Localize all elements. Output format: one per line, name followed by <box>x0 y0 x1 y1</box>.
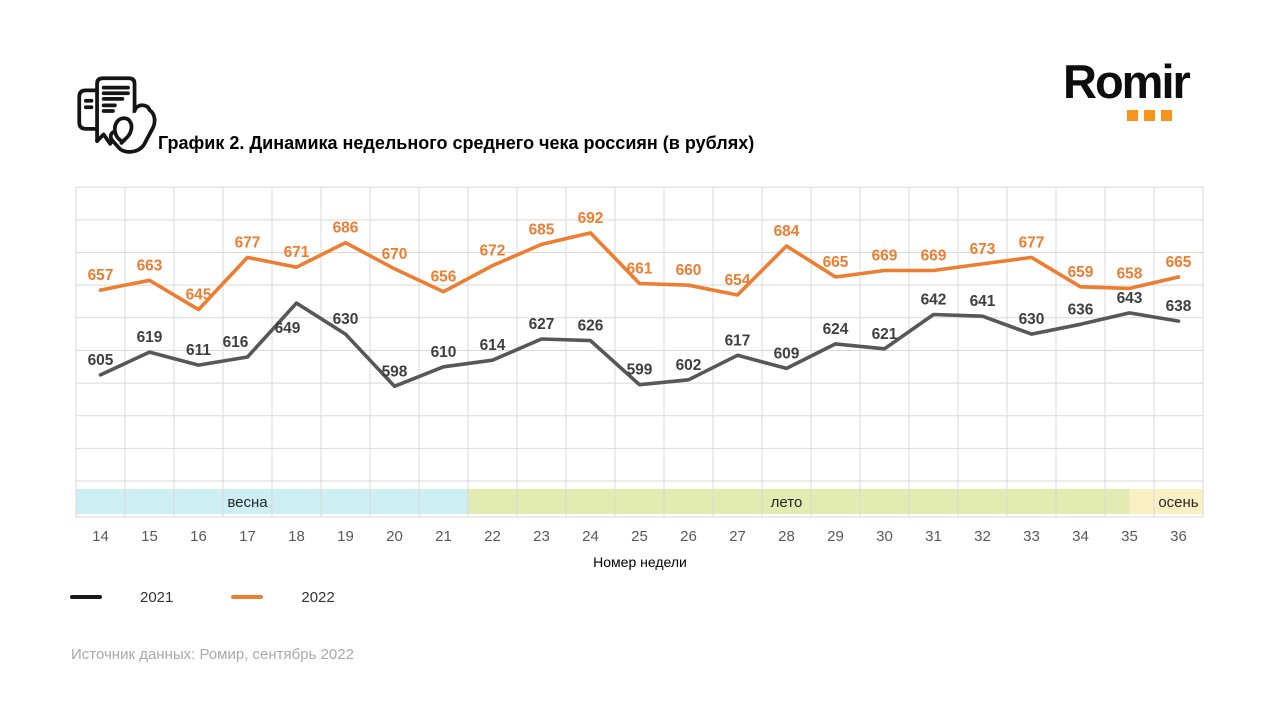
back-receipt <box>77 88 98 131</box>
x-axis-title: Номер недели <box>593 554 687 570</box>
data-label-2022: 669 <box>872 248 898 265</box>
data-label-2021: 627 <box>529 316 555 333</box>
data-label-2022: 660 <box>676 262 702 279</box>
chart-title: График 2. Динамика недельного среднего ч… <box>158 133 755 153</box>
x-tick-label: 20 <box>386 528 403 545</box>
romir-logo-dots-icon <box>1127 110 1172 121</box>
data-label-2021: 598 <box>382 363 408 380</box>
x-tick-label: 23 <box>533 528 550 545</box>
receipt-body <box>95 76 137 143</box>
data-label-2022: 671 <box>284 244 310 261</box>
data-label-2022: 656 <box>431 269 457 286</box>
x-tick-label: 24 <box>582 528 599 545</box>
x-tick-label: 33 <box>1023 528 1040 545</box>
data-label-2022: 677 <box>1019 234 1045 251</box>
romir-logo: Romir <box>1063 58 1223 128</box>
data-label-2022: 669 <box>921 248 947 265</box>
data-label-2021: 638 <box>1166 298 1192 315</box>
x-tick-label: 28 <box>778 528 795 545</box>
x-tick-label: 19 <box>337 528 354 545</box>
data-label-2022: 659 <box>1068 264 1094 281</box>
hand-thumb <box>112 116 134 145</box>
back-receipt-line <box>83 98 94 110</box>
x-tick-label: 18 <box>288 528 305 545</box>
x-tick-label: 14 <box>92 528 109 545</box>
data-label-2021: 619 <box>137 329 163 346</box>
data-label-2021: 641 <box>970 293 996 310</box>
x-tick-label: 25 <box>631 528 648 545</box>
x-tick-label: 31 <box>925 528 942 545</box>
data-label-2022: 670 <box>382 246 408 263</box>
season-band-label: осень <box>1158 494 1198 511</box>
data-label-2022: 686 <box>333 220 359 237</box>
data-label-2021: 602 <box>676 357 702 374</box>
x-tick-label: 32 <box>974 528 991 545</box>
data-label-2022: 684 <box>774 223 800 240</box>
legend-label-2021: 2021 <box>140 588 174 606</box>
season-band-label: весна <box>227 494 268 511</box>
data-label-2022: 673 <box>970 241 996 258</box>
x-tick-label: 27 <box>729 528 746 545</box>
data-label-2022: 665 <box>823 254 849 271</box>
x-tick-label: 16 <box>190 528 207 545</box>
season-band-label: лето <box>771 494 803 511</box>
data-label-2022: 672 <box>480 243 506 260</box>
data-label-2022: 665 <box>1166 254 1192 271</box>
data-label-2021: 605 <box>88 352 114 369</box>
data-label-2022: 654 <box>725 272 751 289</box>
data-label-2021: 609 <box>774 345 800 362</box>
data-label-2021: 643 <box>1117 290 1143 307</box>
data-label-2021: 599 <box>627 362 653 379</box>
data-label-2022: 692 <box>578 210 604 227</box>
legend-swatch-2022 <box>231 595 264 599</box>
data-label-2022: 661 <box>627 261 653 278</box>
receipt-text-lines <box>101 85 130 113</box>
legend-swatch-2021 <box>70 595 102 599</box>
data-label-2021: 626 <box>578 318 604 335</box>
data-label-2021: 642 <box>921 292 947 309</box>
data-label-2021: 621 <box>872 326 898 343</box>
data-label-2021: 630 <box>1019 311 1045 328</box>
data-label-2021: 636 <box>1068 301 1094 318</box>
data-label-2021: 624 <box>823 321 849 338</box>
x-tick-label: 34 <box>1072 528 1089 545</box>
data-label-2021: 617 <box>725 332 751 349</box>
romir-logo-text: Romir <box>1063 55 1191 108</box>
data-label-2021: 611 <box>186 342 211 359</box>
series-line-2021 <box>98 301 1181 389</box>
x-tick-label: 22 <box>484 528 501 545</box>
data-label-2022: 658 <box>1117 265 1143 282</box>
data-label-2022: 677 <box>235 234 261 251</box>
chart-legend: 2021 2022 <box>70 587 335 607</box>
x-tick-label: 17 <box>239 528 256 545</box>
receipt-in-hand-icon <box>77 76 157 154</box>
data-label-2021: 610 <box>431 344 457 361</box>
season-band-лето <box>468 489 1130 514</box>
data-label-2021: 649 <box>275 320 301 337</box>
data-label-2021: 614 <box>480 337 506 354</box>
data-label-2022: 685 <box>529 221 555 238</box>
x-tick-label: 35 <box>1121 528 1138 545</box>
data-label-2021: 630 <box>333 311 359 328</box>
data-label-2022: 663 <box>137 257 163 274</box>
x-tick-label: 29 <box>827 528 844 545</box>
x-tick-label: 26 <box>680 528 697 545</box>
data-label-2022: 657 <box>88 267 114 284</box>
legend-item-2022: 2022 <box>231 587 335 607</box>
source-note: Источник данных: Ромир, сентябрь 2022 <box>71 646 354 663</box>
legend-label-2022: 2022 <box>301 588 335 606</box>
x-tick-label: 15 <box>141 528 158 545</box>
data-label-2021: 616 <box>223 334 249 351</box>
x-tick-label: 30 <box>876 528 893 545</box>
x-tick-label: 36 <box>1170 528 1187 545</box>
series-line-2022 <box>98 231 1181 312</box>
season-band-осень <box>1129 489 1203 514</box>
x-tick-label: 21 <box>435 528 452 545</box>
legend-item-2021: 2021 <box>70 587 173 607</box>
data-label-2022: 645 <box>186 287 212 304</box>
